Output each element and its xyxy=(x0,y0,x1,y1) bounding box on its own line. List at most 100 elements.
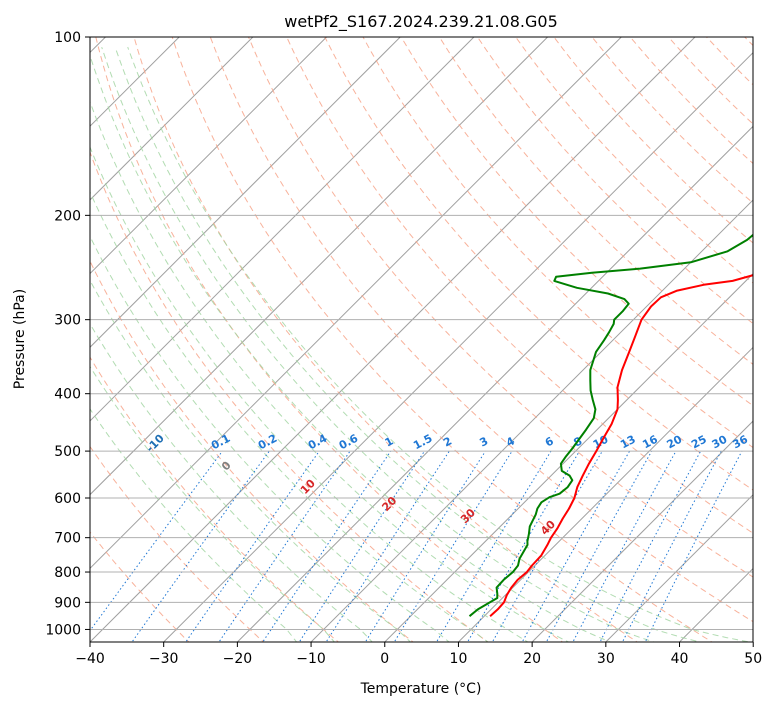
isotherm-line xyxy=(384,273,753,642)
dry-adiabat-line xyxy=(362,37,753,449)
isotherm-line xyxy=(90,37,696,642)
chart-title: wetPf2_S167.2024.239.21.08.G05 xyxy=(284,12,558,32)
isotherm-line xyxy=(90,37,548,496)
dry-adiabat-line xyxy=(90,445,265,642)
x-tick-label: 20 xyxy=(523,651,541,667)
dry-adiabat-line xyxy=(90,259,414,642)
mixing-ratio-label: 36 xyxy=(730,433,750,452)
moist-adiabat-line xyxy=(90,145,529,642)
isotherm-line xyxy=(531,420,753,642)
y-tick-label: 300 xyxy=(54,313,81,329)
moist-adiabat-line xyxy=(127,46,753,642)
mixing-ratio-label: 3 xyxy=(477,434,490,449)
dry-adiabat-line xyxy=(133,37,639,642)
moist-adiabat-line xyxy=(101,46,656,642)
plot-frame xyxy=(89,36,754,643)
mixing-ratio-label: 1.5 xyxy=(411,432,434,453)
dry-adiabat-line xyxy=(553,37,753,244)
isotherm-line xyxy=(90,37,327,275)
mixing-ratio-line xyxy=(644,450,743,642)
mixing-ratio-line xyxy=(90,450,223,632)
mixing-ratio-label: 0.1 xyxy=(209,432,232,453)
isotherm-line xyxy=(605,494,753,642)
isotherm-line xyxy=(310,199,753,642)
isotherm-line xyxy=(752,641,753,642)
dry-adiabat-label: -20 xyxy=(34,352,57,375)
y-tick-label: 600 xyxy=(54,491,81,507)
x-tick-label: 50 xyxy=(744,651,762,667)
y-tick-label: 1000 xyxy=(45,622,81,638)
x-tick-label: 0 xyxy=(380,651,389,667)
x-axis: −40 −30 −20 −10 0 10 20 30 40 50 xyxy=(75,642,762,667)
mixing-ratio-line xyxy=(185,450,320,642)
x-axis-label: Temperature (°C) xyxy=(360,681,482,697)
y-axis: 1000 900 800 700 600 500 400 300 200 100 xyxy=(45,30,90,638)
dry-adiabat-line xyxy=(744,37,753,47)
background-lines xyxy=(90,37,753,642)
isotherm-line xyxy=(458,346,753,642)
pressure-gridlines xyxy=(90,37,753,630)
mixing-ratio-line xyxy=(621,450,722,642)
dry-adiabat-line xyxy=(438,37,753,365)
dry-adiabat-line xyxy=(591,37,753,204)
dry-adiabat-line xyxy=(477,37,753,325)
x-tick-label: −40 xyxy=(75,651,105,667)
mixing-ratio-line xyxy=(435,450,552,642)
isotherm-line xyxy=(163,51,753,642)
y-tick-label: 500 xyxy=(54,444,81,460)
mixing-ratio-label: 2 xyxy=(441,434,454,449)
y-tick-label: 400 xyxy=(54,387,81,403)
mixing-ratio-label: 20 xyxy=(665,433,685,452)
y-tick-label: 700 xyxy=(54,531,81,547)
moist-adiabat-line xyxy=(90,408,298,642)
x-tick-label: 40 xyxy=(671,651,689,667)
mixing-ratio-line xyxy=(262,450,392,642)
moist-adiabat-line xyxy=(90,279,412,642)
isotherm-line xyxy=(90,37,475,422)
y-tick-label: 900 xyxy=(54,595,81,611)
mixing-ratio-line xyxy=(466,450,580,642)
dry-adiabat-line xyxy=(286,37,753,534)
mixing-ratio-line xyxy=(131,450,270,642)
y-tick-label: 800 xyxy=(54,565,81,581)
mixing-ratio-line xyxy=(364,450,486,642)
x-tick-label: −30 xyxy=(149,651,179,667)
mixing-ratio-label: 0.4 xyxy=(306,432,330,453)
dry-adiabat-line xyxy=(90,150,489,642)
x-tick-label: 30 xyxy=(597,651,615,667)
mixing-ratio-label: 6 xyxy=(543,434,556,449)
mixing-ratio-line xyxy=(599,450,702,642)
mixing-ratio-line xyxy=(218,450,351,642)
dry-adiabat-line xyxy=(248,37,753,578)
x-tick-label: 10 xyxy=(450,651,468,667)
x-tick-label: −20 xyxy=(223,651,253,667)
moist-adiabat-line xyxy=(90,235,450,642)
mixing-ratio-label: 13 xyxy=(618,433,638,452)
mixing-ratio-line xyxy=(572,450,677,642)
dewpoint-profile-line xyxy=(468,233,753,617)
isotherm-line xyxy=(90,37,401,348)
dry-adiabat-line xyxy=(515,37,753,284)
dry-adiabat-line xyxy=(171,37,713,642)
y-tick-label: 200 xyxy=(54,208,81,224)
moist-adiabat-line xyxy=(90,365,335,642)
mixing-ratio-label: 30 xyxy=(710,433,730,452)
mixing-ratio-label: 25 xyxy=(689,433,709,452)
mixing-ratio-line xyxy=(393,450,513,642)
profile-lines xyxy=(468,233,753,617)
moist-adiabat-line xyxy=(114,46,702,642)
isotherm-line xyxy=(237,125,753,642)
y-tick-label: 100 xyxy=(54,30,81,46)
dry-adiabat-line xyxy=(400,37,753,407)
mixing-ratio-line xyxy=(298,450,425,642)
mixing-ratio-label: 16 xyxy=(640,433,660,452)
isotherm-line xyxy=(90,37,622,570)
dry-adiabat-line xyxy=(324,37,753,491)
y-axis-label: Pressure (hPa) xyxy=(12,289,28,389)
x-tick-label: −10 xyxy=(296,651,326,667)
mixing-ratio-line xyxy=(325,450,450,642)
moist-adiabat-line xyxy=(90,53,612,642)
dry-adiabat-line xyxy=(90,531,190,642)
isotherm-line xyxy=(90,37,254,201)
